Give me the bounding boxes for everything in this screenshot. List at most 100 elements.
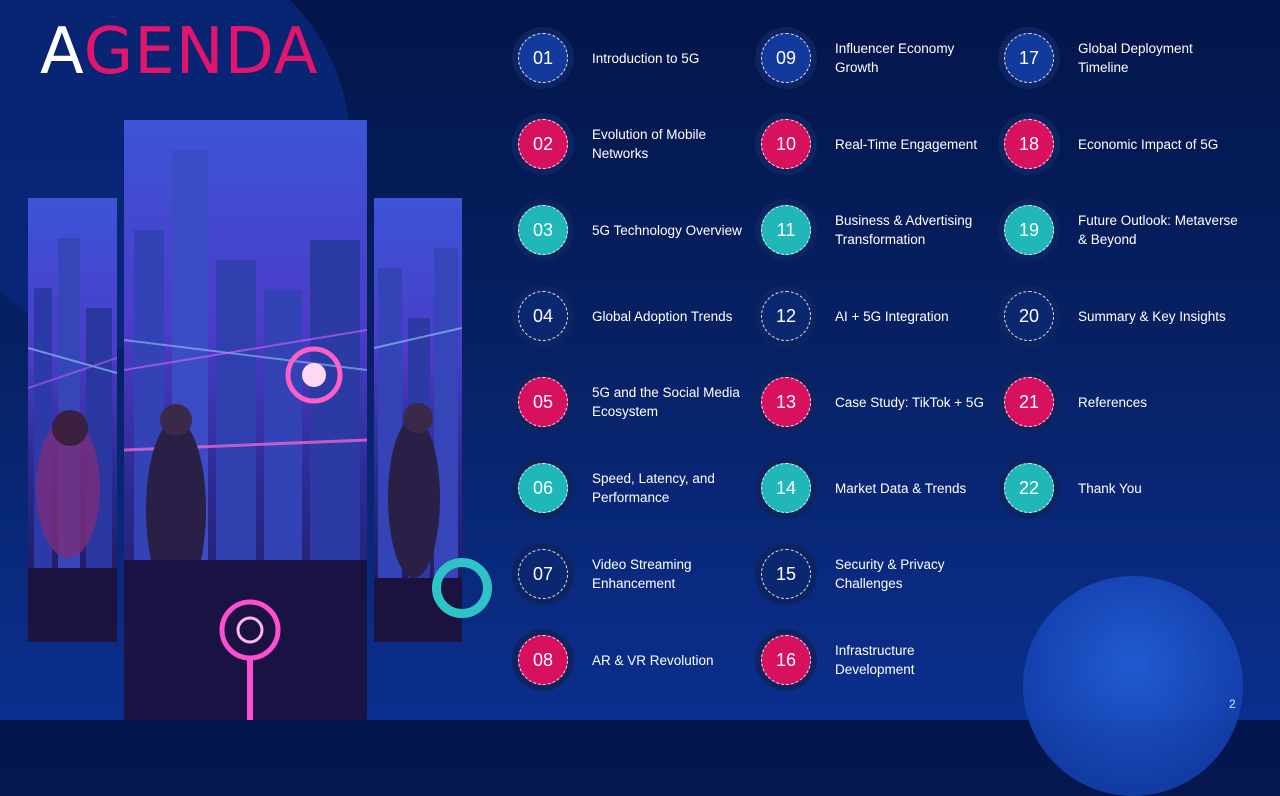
agenda-number: 09 [775,48,797,68]
agenda-number: 04 [532,306,554,326]
agenda-number-badge: 14 [755,457,817,519]
agenda-number: 01 [532,48,554,68]
agenda-number-badge: 13 [755,371,817,433]
badge-dashed-circle [518,549,568,599]
agenda-item-11: 11 Business & Advertising Transformation [755,199,995,261]
badge-dashed-circle [761,119,811,169]
agenda-item-12: 12 AI + 5G Integration [755,285,995,347]
agenda-label: Video Streaming Enhancement [592,557,692,591]
agenda-number-badge: 18 [998,113,1060,175]
agenda-number: 07 [532,564,554,584]
agenda-item-06: 06 Speed, Latency, and Performance [512,457,752,519]
agenda-item-04: 04 Global Adoption Trends [512,285,752,347]
agenda-label: AI + 5G Integration [835,308,949,324]
background-circle-right [1023,576,1243,796]
agenda-number-badge: 22 [998,457,1060,519]
badge-dashed-circle [761,377,811,427]
badge-dashed-circle [761,549,811,599]
badge-dashed-circle [761,635,811,685]
badge-dashed-circle [518,377,568,427]
agenda-number-badge: 04 [512,285,574,347]
agenda-number: 11 [776,220,796,240]
badge-dashed-circle [1004,463,1054,513]
agenda-item-09: 09 Influencer Economy Growth [755,27,995,89]
agenda-item-20: 20 Summary & Key Insights [998,285,1238,347]
agenda-number: 13 [775,392,797,412]
agenda-number-badge: 16 [755,629,817,691]
agenda-item-10: 10 Real-Time Engagement [755,113,995,175]
agenda-item-05: 05 5G and the Social Media Ecosystem [512,371,752,433]
agenda-item-16: 16 Infrastructure Development [755,629,995,691]
badge-dashed-circle [761,291,811,341]
agenda-item-07: 07 Video Streaming Enhancement [512,543,752,605]
badge-dashed-circle [1004,33,1054,83]
agenda-item-02: 02 Evolution of Mobile Networks [512,113,752,175]
badge-dashed-circle [518,463,568,513]
agenda-item-15: 15 Security & Privacy Challenges [755,543,995,605]
agenda-number-badge: 10 [755,113,817,175]
photo-panel-left [28,198,117,642]
agenda-number: 15 [775,564,797,584]
agenda-label: Economic Impact of 5G [1078,136,1219,152]
agenda-label: Evolution of Mobile Networks [592,127,707,161]
agenda-label: Real-Time Engagement [835,136,978,152]
agenda-item-03: 03 5G Technology Overview [512,199,752,261]
agenda-label: Introduction to 5G [592,50,700,66]
agenda-number: 22 [1018,478,1040,498]
city-night-image-middle [124,150,367,720]
city-night-image-left [28,238,117,642]
badge-dashed-circle [1004,205,1054,255]
agenda-label: Summary & Key Insights [1078,308,1226,324]
badge-dashed-circle [1004,119,1054,169]
agenda-number: 02 [532,134,554,154]
agenda-number-badge: 05 [512,371,574,433]
agenda-number: 14 [775,478,797,498]
agenda-label: Market Data & Trends [835,480,967,496]
agenda-number-badge: 17 [998,27,1060,89]
agenda-label: Security & Privacy Challenges [835,557,945,591]
agenda-number-badge: 15 [755,543,817,605]
agenda-item-14: 14 Market Data & Trends [755,457,995,519]
badge-dashed-circle [761,205,811,255]
photo-panel-middle [124,120,367,720]
agenda-number-badge: 07 [512,543,574,605]
agenda-item-13: 13 Case Study: TikTok + 5G [755,371,995,433]
badge-dashed-circle [1004,291,1054,341]
agenda-label: References [1078,394,1148,410]
agenda-number-badge: 12 [755,285,817,347]
badge-dashed-circle [518,291,568,341]
agenda-number: 19 [1018,220,1040,240]
agenda-number-badge: 19 [998,199,1060,261]
agenda-number: 12 [775,306,797,326]
agenda-item-19: 19 Future Outlook: Metaverse & Beyond [998,199,1238,261]
agenda-number-badge: 01 [512,27,574,89]
agenda-item-21: 21 References [998,371,1238,433]
agenda-label: Global Deployment Timeline [1078,41,1193,75]
agenda-number-badge: 03 [512,199,574,261]
agenda-number: 10 [775,134,797,154]
agenda-label: Global Adoption Trends [592,308,733,324]
badge-dashed-circle [761,33,811,83]
page-number: 2 [1229,697,1236,711]
agenda-number: 18 [1018,134,1040,154]
badge-dashed-circle [518,205,568,255]
agenda-label: Case Study: TikTok + 5G [835,394,984,410]
slide-title: AGENDA [40,15,319,90]
agenda-number-badge: 11 [755,199,817,261]
agenda-number: 16 [775,650,797,670]
agenda-label: Infrastructure Development [835,643,915,677]
agenda-label: Business & Advertising Transformation [835,213,973,247]
agenda-number-badge: 21 [998,371,1060,433]
title-rest: GENDA [83,15,319,89]
badge-dashed-circle [518,635,568,685]
agenda-number: 08 [532,650,554,670]
photo-panel-right [374,198,462,642]
agenda-label: Future Outlook: Metaverse & Beyond [1078,213,1238,247]
agenda-item-18: 18 Economic Impact of 5G [998,113,1238,175]
badge-dashed-circle [518,33,568,83]
agenda-number-badge: 09 [755,27,817,89]
agenda-label: Influencer Economy Growth [835,41,955,75]
agenda-number-badge: 20 [998,285,1060,347]
agenda-number: 05 [532,392,554,412]
agenda-label: 5G and the Social Media Ecosystem [592,385,740,419]
